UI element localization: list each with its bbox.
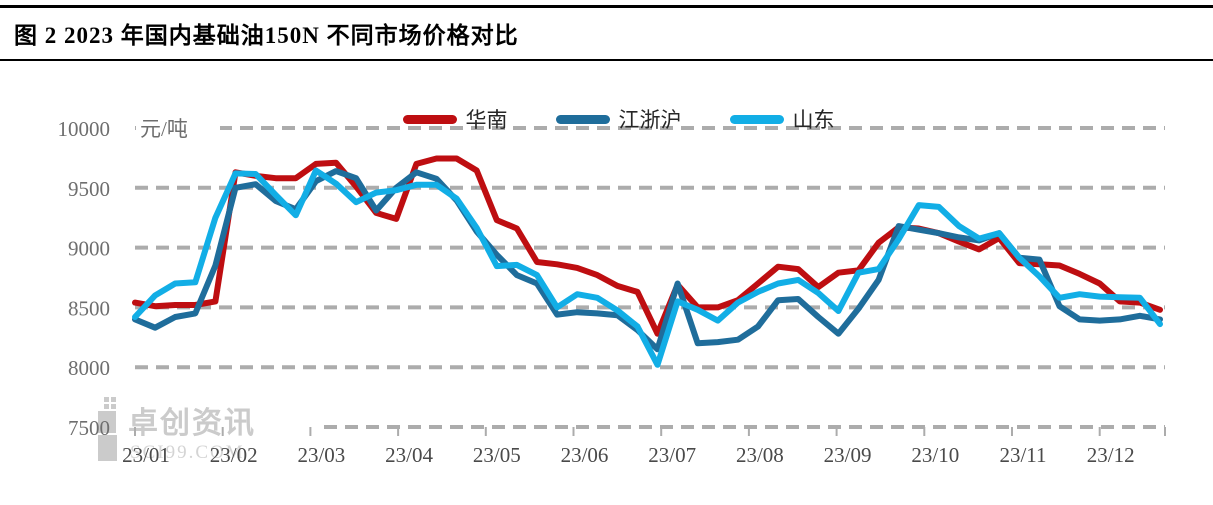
x-axis-label: 23/05	[473, 443, 521, 467]
watermark-domain: SCI99.COM	[130, 442, 245, 463]
figure-title-bar: 图 2 2023 年国内基础油150N 不同市场价格对比	[0, 5, 1213, 61]
legend-label-jiangzhehu: 江浙沪	[618, 108, 682, 132]
y-axis-label: 8500	[68, 296, 110, 320]
x-axis-label: 23/12	[1087, 443, 1135, 467]
watermark-qr-block	[98, 411, 116, 433]
series-line-江浙沪	[132, 168, 1163, 353]
y-axis-label: 7500	[68, 416, 110, 440]
y-axis-label: 9500	[68, 177, 110, 201]
chart-legend: 华南 江浙沪 山东	[402, 104, 835, 134]
legend-swatch-jiangzhehu	[555, 114, 610, 124]
x-axis-label: 23/10	[911, 443, 959, 467]
legend-item-huanan: 华南	[402, 104, 508, 134]
legend-label-shandong: 山东	[792, 108, 835, 132]
watermark-qr-dot	[104, 397, 109, 402]
x-axis-label: 23/02	[210, 443, 258, 467]
x-axis-label: 23/09	[824, 443, 872, 467]
legend-swatch-huanan	[402, 114, 457, 124]
x-axis-label: 23/03	[297, 443, 345, 467]
x-axis-label: 23/01	[122, 443, 170, 467]
y-axis-label: 10000	[58, 117, 111, 141]
watermark-qr-block	[98, 435, 117, 461]
x-axis-label: 23/08	[736, 443, 784, 467]
unit-label-underlay	[136, 117, 220, 140]
legend-swatch-shandong	[729, 114, 784, 124]
series-line-华南	[132, 155, 1163, 337]
chart-area: 元/吨卓创资讯 SCI99.COM 10000 9500 9000 8500 8000 750…	[0, 57, 1213, 505]
watermark-qr-dot	[111, 404, 116, 409]
x-axis-label: 23/07	[648, 443, 696, 467]
figure-title: 图 2 2023 年国内基础油150N 不同市场价格对比	[14, 23, 519, 48]
x-axis-label: 23/06	[561, 443, 609, 467]
y-axis-label: 9000	[68, 237, 110, 261]
watermark-name: 卓创资讯	[128, 407, 256, 440]
series-line-山东	[132, 167, 1163, 368]
y-axis-label: 8000	[68, 356, 110, 380]
watermark-backdrop	[92, 390, 322, 465]
legend-item-jiangzhehu: 江浙沪	[555, 104, 682, 134]
watermark-qr-dot	[111, 397, 116, 402]
legend-label-huanan: 华南	[465, 108, 508, 132]
x-axis-label: 23/04	[385, 443, 433, 467]
legend-item-shandong: 山东	[729, 104, 835, 134]
watermark-qr-dot	[104, 404, 109, 409]
x-axis-label: 23/11	[999, 443, 1046, 467]
y-axis-unit-label: 元/吨	[140, 117, 188, 141]
